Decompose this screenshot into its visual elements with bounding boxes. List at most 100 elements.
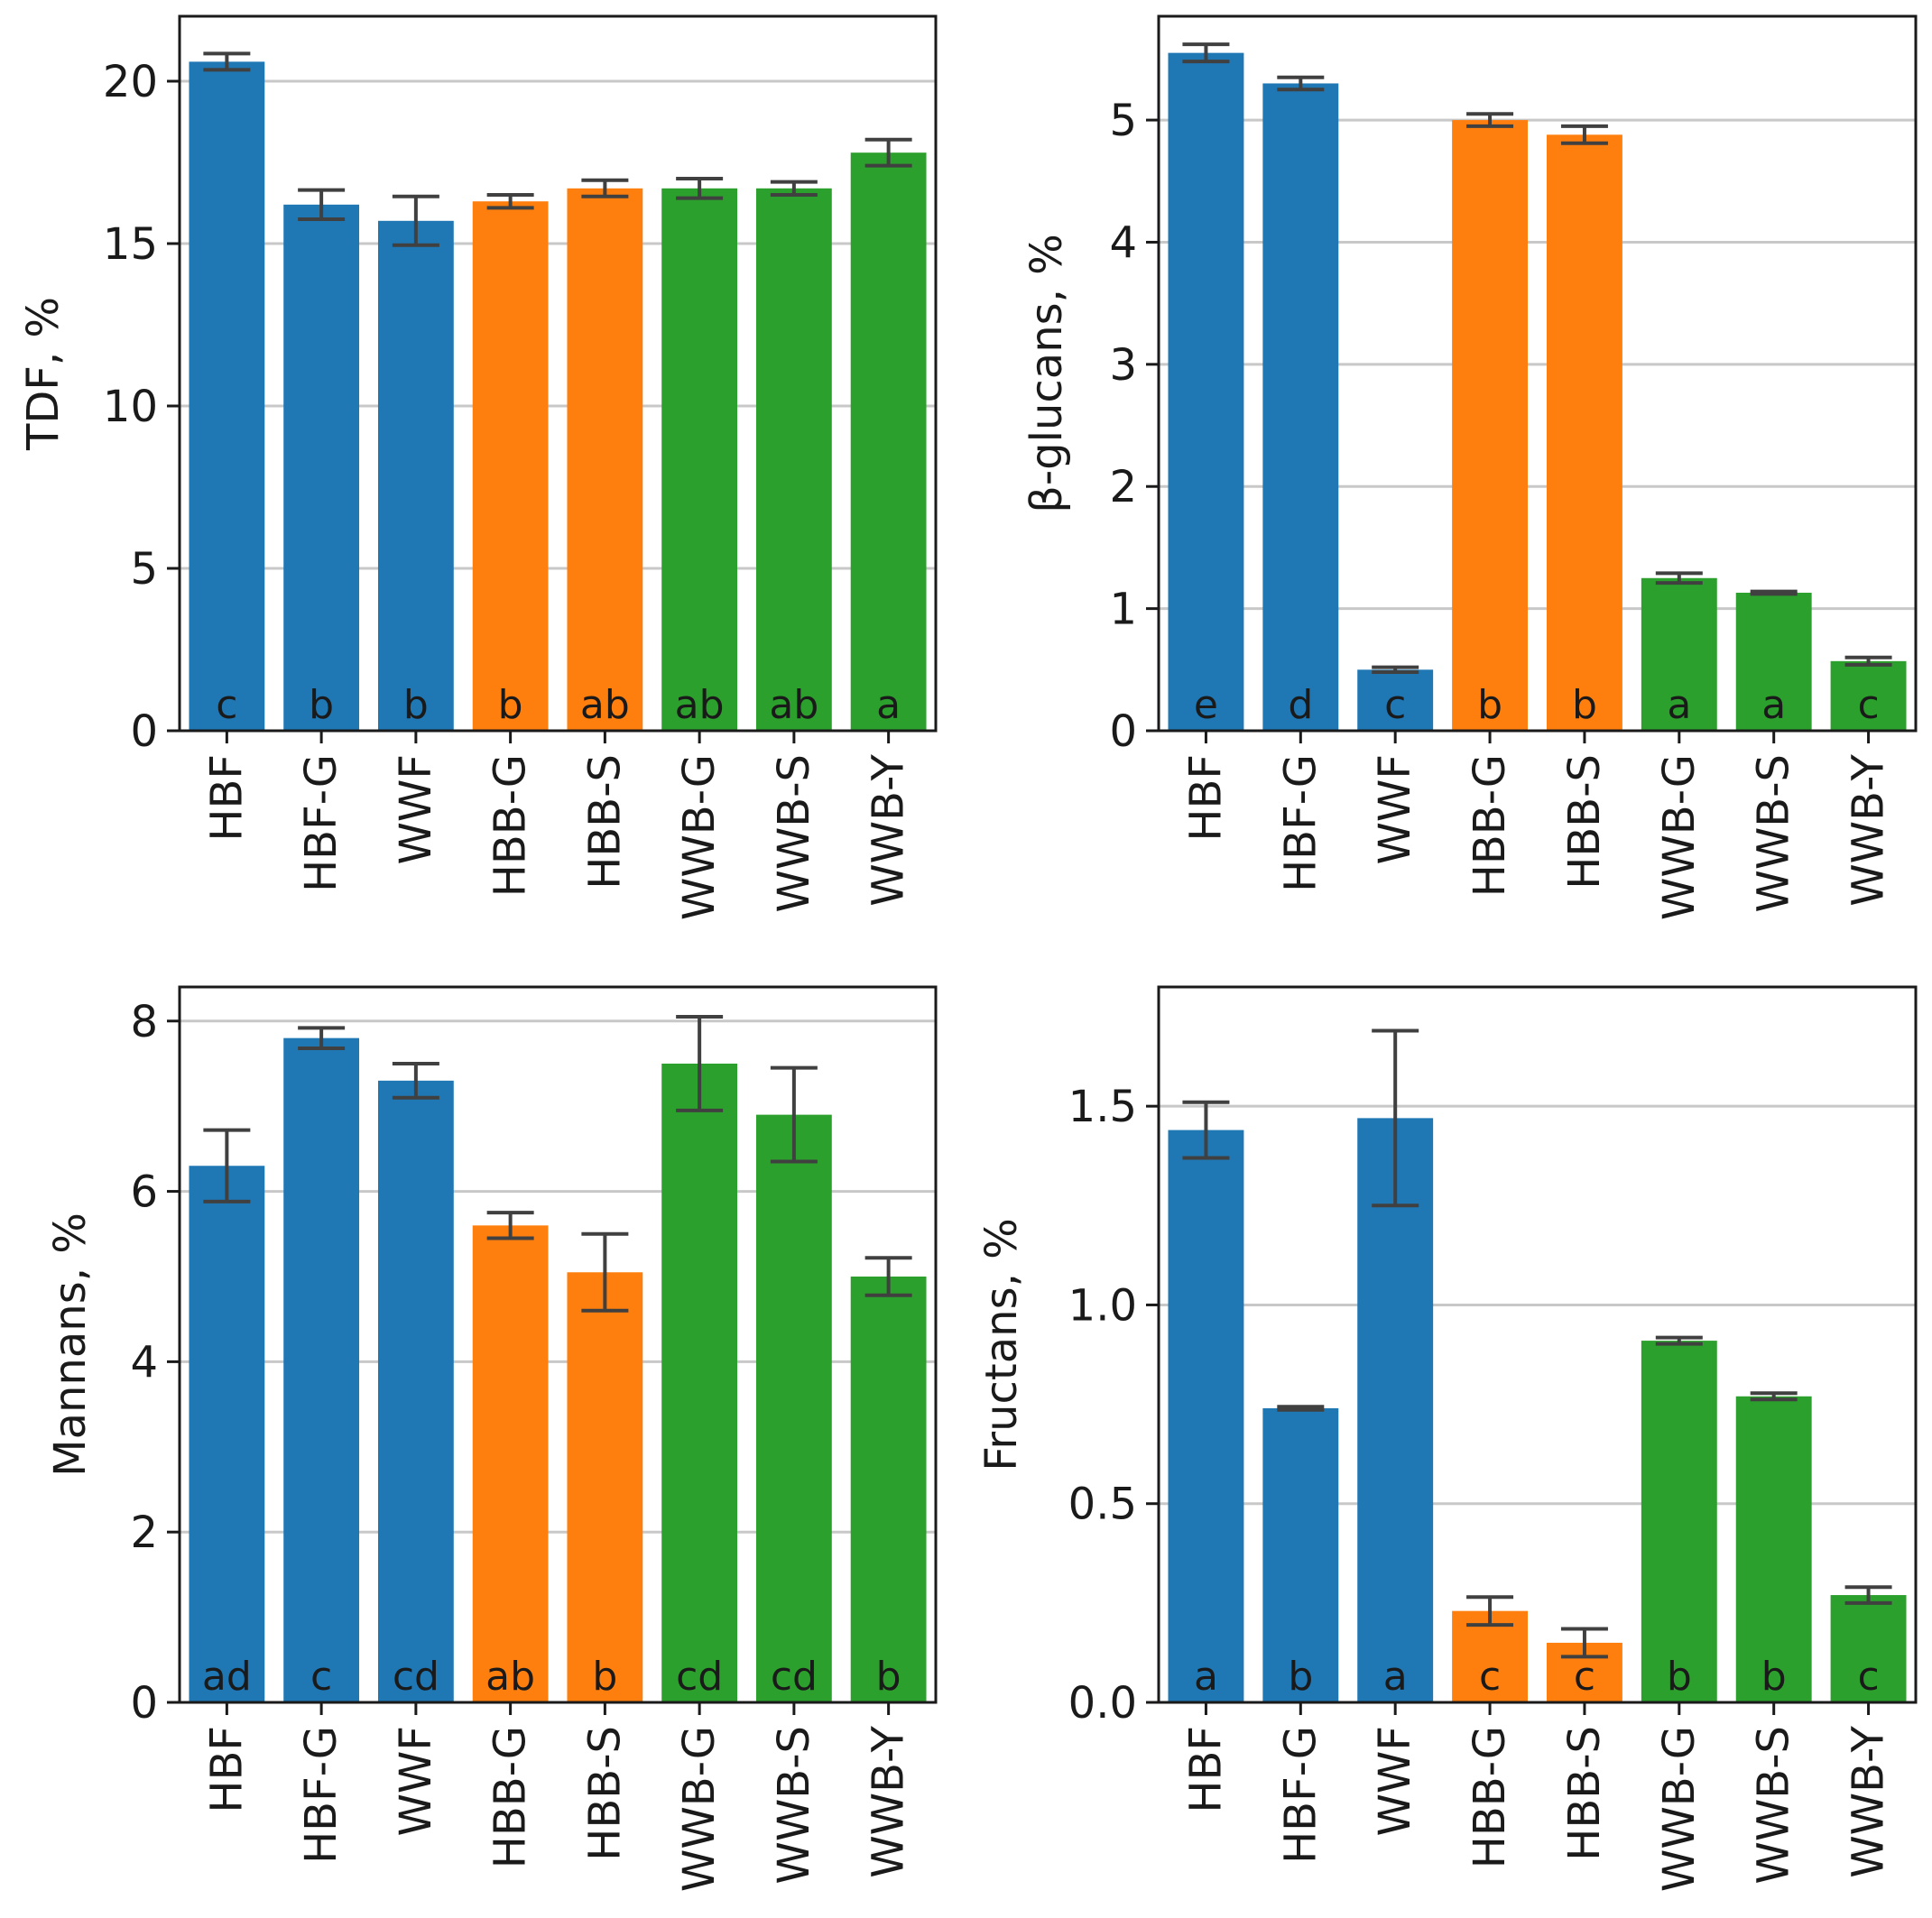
errorbar-beta-glucans-6 [1750, 589, 1798, 596]
sig-letter-tdf-3: b [498, 682, 523, 728]
ytick-label-mannans-1: 2 [130, 1508, 158, 1558]
bar-mannans-3 [472, 1225, 549, 1702]
category-label-beta-glucans-1: HBF-G [1275, 754, 1326, 892]
errorbar-mannans-0 [203, 1128, 251, 1203]
ytick-label-tdf-4: 20 [103, 57, 158, 107]
errorbar-tdf-2 [392, 194, 439, 247]
errorbar-mannans-1 [298, 1026, 346, 1050]
ytick-label-mannans-3: 6 [130, 1167, 158, 1218]
bar-beta-glucans-6 [1735, 593, 1812, 731]
bar-mannans-2 [377, 1080, 454, 1702]
errorbar-mannans-3 [486, 1211, 534, 1240]
errorbar-tdf-3 [486, 193, 534, 210]
ytick-label-mannans-0: 0 [130, 1678, 158, 1729]
errorbar-mannans-5 [676, 1015, 724, 1112]
category-label-tdf-3: HBB-G [485, 754, 536, 897]
sig-letter-fructans-7: c [1857, 1654, 1879, 1700]
bar-beta-glucans-5 [1641, 577, 1717, 731]
errorbar-tdf-5 [676, 177, 724, 200]
category-label-fructans-2: WWF [1370, 1726, 1420, 1837]
errorbar-beta-glucans-5 [1655, 571, 1703, 586]
bar-mannans-1 [283, 1037, 360, 1702]
sig-letter-fructans-2: a [1383, 1654, 1408, 1700]
errorbar-fructans-3 [1466, 1595, 1514, 1628]
sig-letter-beta-glucans-5: a [1667, 682, 1691, 728]
category-label-fructans-5: WWB-G [1654, 1726, 1705, 1892]
category-label-mannans-2: WWF [391, 1726, 441, 1837]
sig-letter-beta-glucans-7: c [1857, 682, 1879, 728]
category-label-mannans-7: WWB-Y [864, 1725, 914, 1877]
ytick-label-tdf-0: 0 [130, 706, 158, 757]
category-label-beta-glucans-4: HBB-S [1559, 754, 1610, 890]
sig-letter-fructans-3: c [1479, 1654, 1501, 1700]
category-label-tdf-2: WWF [391, 754, 441, 865]
category-label-mannans-3: HBB-G [485, 1726, 536, 1868]
bar-fructans-2 [1357, 1118, 1434, 1702]
sig-letter-fructans-5: b [1667, 1654, 1692, 1700]
category-label-mannans-1: HBF-G [296, 1726, 347, 1864]
errorbar-mannans-7 [864, 1256, 912, 1297]
panel-mannans: ad c cd ab b cd cd b HBF HBF-G WWF HBB-G HBB-S WWB-G… [45, 985, 938, 1892]
category-label-beta-glucans-0: HBF [1180, 754, 1231, 842]
bar-mannans-6 [755, 1114, 832, 1702]
errorbar-beta-glucans-7 [1844, 655, 1892, 667]
sig-letter-fructans-0: a [1194, 1654, 1218, 1700]
bar-beta-glucans-3 [1452, 120, 1529, 732]
errorbar-beta-glucans-2 [1372, 665, 1419, 675]
ylabel-beta-glucans: β-glucans, % [1021, 234, 1072, 513]
sig-letter-mannans-1: c [310, 1654, 332, 1700]
sig-letter-mannans-7: b [876, 1654, 901, 1700]
errorbar-fructans-1 [1277, 1405, 1325, 1412]
errorbar-fructans-2 [1372, 1028, 1419, 1208]
ytick-label-beta-glucans-0: 0 [1109, 706, 1137, 757]
ytick-label-fructans-3: 1.5 [1068, 1082, 1137, 1132]
errorbar-tdf-7 [864, 137, 912, 168]
bar-fructans-1 [1262, 1407, 1339, 1702]
category-label-tdf-6: WWB-S [769, 754, 819, 913]
bar-beta-glucans-4 [1546, 134, 1622, 732]
errorbar-beta-glucans-4 [1560, 124, 1608, 145]
sig-letter-tdf-6: ab [769, 682, 818, 728]
category-label-tdf-7: WWB-Y [864, 753, 914, 906]
ytick-label-fructans-0: 0.0 [1068, 1678, 1137, 1729]
bar-fructans-6 [1735, 1396, 1812, 1702]
errorbar-mannans-2 [392, 1061, 439, 1100]
errorbar-beta-glucans-3 [1466, 112, 1514, 128]
sig-letter-fructans-6: b [1761, 1654, 1787, 1700]
sig-letter-fructans-1: b [1288, 1654, 1313, 1700]
ytick-label-beta-glucans-3: 3 [1109, 340, 1137, 391]
ytick-label-mannans-4: 8 [130, 997, 158, 1047]
ytick-label-tdf-2: 10 [103, 382, 158, 432]
sig-letter-tdf-7: a [876, 682, 901, 728]
errorbar-mannans-6 [770, 1065, 818, 1164]
bar-fructans-5 [1641, 1341, 1717, 1702]
ytick-label-beta-glucans-5: 5 [1109, 96, 1137, 146]
category-label-beta-glucans-7: WWB-Y [1844, 753, 1894, 906]
ylabel-tdf: TDF, % [18, 297, 69, 451]
bar-beta-glucans-2 [1357, 669, 1434, 731]
ytick-label-fructans-2: 1.0 [1068, 1280, 1137, 1331]
errorbar-beta-glucans-0 [1182, 42, 1230, 64]
bar-tdf-3 [472, 201, 549, 731]
errorbar-tdf-0 [203, 51, 251, 72]
category-label-mannans-6: WWB-S [769, 1726, 819, 1885]
errorbar-beta-glucans-1 [1277, 75, 1325, 92]
sig-letter-beta-glucans-6: a [1761, 682, 1786, 728]
bar-mannans-0 [189, 1166, 265, 1702]
ytick-label-beta-glucans-2: 2 [1109, 462, 1137, 512]
sig-letter-beta-glucans-3: b [1477, 682, 1502, 728]
bar-tdf-6 [755, 188, 832, 732]
sig-letter-mannans-3: ab [485, 1654, 535, 1700]
errorbar-tdf-6 [770, 180, 818, 197]
sig-letter-mannans-4: b [592, 1654, 617, 1700]
errorbar-fructans-0 [1182, 1100, 1230, 1160]
sig-letter-beta-glucans-0: e [1194, 682, 1218, 728]
category-label-mannans-0: HBF [201, 1726, 252, 1813]
ylabel-mannans: Mannans, % [45, 1213, 96, 1477]
sig-letter-mannans-0: ad [202, 1654, 252, 1700]
panel-fructans: a b a c c b b c HBF HBF-G WWF HBB-G HBB-S WWB-G WWB-S… [976, 985, 1918, 1892]
ytick-label-mannans-2: 4 [130, 1337, 158, 1388]
ytick-label-tdf-1: 5 [130, 544, 158, 595]
category-label-beta-glucans-6: WWB-S [1749, 754, 1799, 913]
